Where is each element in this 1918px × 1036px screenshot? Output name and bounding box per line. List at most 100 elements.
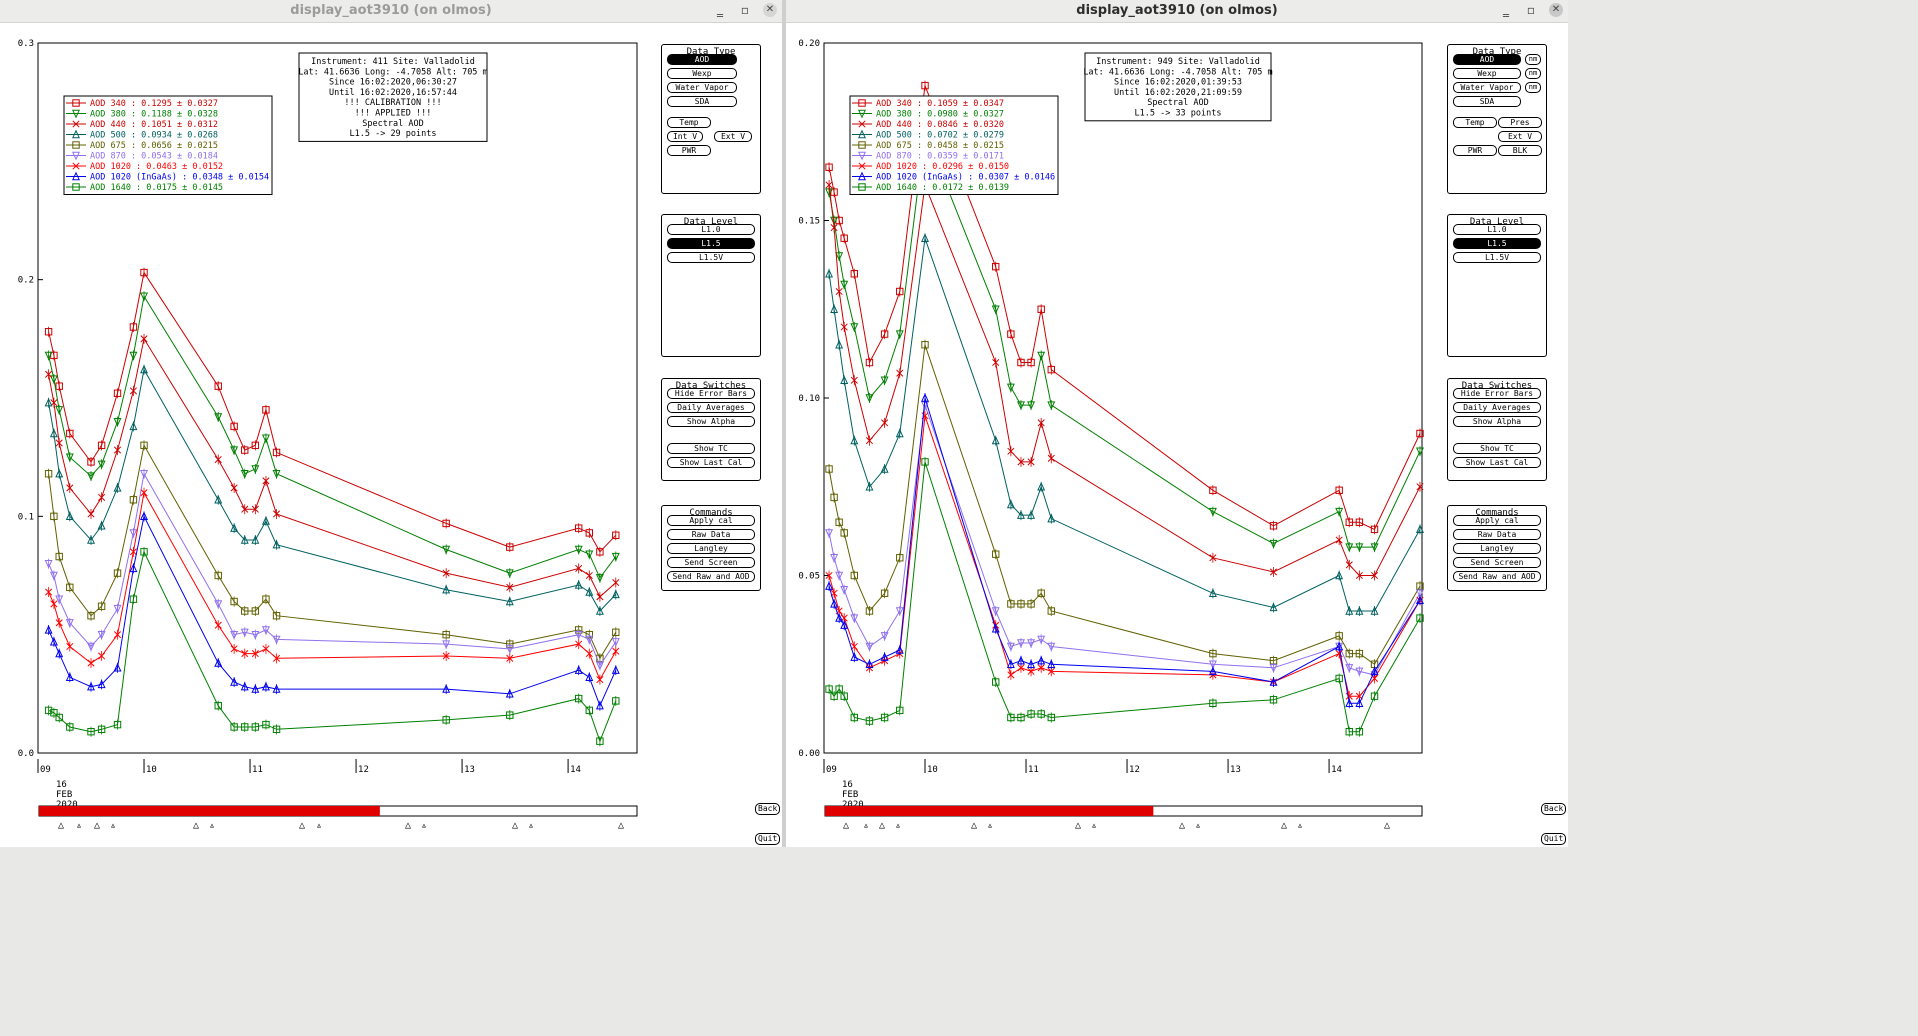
btn-temp[interactable]: Temp [1453, 117, 1497, 128]
back-button[interactable]: Back [1541, 803, 1567, 815]
data-point [55, 439, 63, 447]
minimize-icon[interactable]: ‗ [1503, 3, 1509, 17]
data-point [1017, 664, 1025, 672]
btn-show-alpha[interactable]: Show Alpha [1453, 416, 1541, 427]
close-icon[interactable]: ✕ [763, 3, 777, 17]
legend-marker [858, 151, 866, 161]
btn-aod[interactable]: AOD [667, 54, 737, 65]
btn-hide-error-bars[interactable]: Hide Error Bars [667, 388, 755, 399]
data-point [272, 635, 281, 645]
title-bar[interactable]: display_aot3910 (on olmos) ‗ ▫ ✕ [786, 0, 1568, 23]
btn-pwr[interactable]: PWR [667, 145, 711, 156]
btn-l1-5v[interactable]: L1.5V [1453, 252, 1541, 263]
timeline-marker-icon: △ [618, 820, 624, 831]
data-point [505, 645, 514, 654]
btn-water-vapor[interactable]: Water Vapor [667, 82, 737, 93]
info-line: L1.5 -> 33 points [1135, 109, 1222, 119]
data-point [991, 305, 1000, 315]
minimize-icon[interactable]: ‗ [717, 3, 723, 17]
data-point [1017, 458, 1025, 466]
btn-int-v[interactable]: Int V [667, 131, 703, 142]
data-point [140, 548, 148, 556]
quit-button[interactable]: Quit [755, 833, 781, 845]
btn-apply-cal[interactable]: Apply cal [1453, 515, 1541, 526]
btn-blk[interactable]: BLK [1498, 145, 1542, 156]
btn-pres[interactable]: Pres [1498, 117, 1542, 128]
series-line [828, 404, 1421, 676]
data-point [66, 429, 74, 438]
btn-pwr[interactable]: PWR [1453, 145, 1497, 156]
data-point [251, 535, 260, 544]
y-tick-label: 0.00 [798, 749, 820, 759]
btn-sda[interactable]: SDA [1453, 96, 1521, 107]
back-button[interactable]: Back [755, 803, 781, 815]
btn-l1-0[interactable]: L1.0 [1453, 224, 1541, 235]
btn-show-last-cal[interactable]: Show Last Cal [667, 457, 755, 468]
btn-hide-error-bars[interactable]: Hide Error Bars [1453, 388, 1541, 399]
btn-ext-v[interactable]: Ext V [1498, 131, 1542, 142]
data-point [97, 441, 106, 450]
btn-daily-averages[interactable]: Daily Averages [667, 402, 755, 413]
nm-toggle[interactable]: nm [1525, 54, 1541, 65]
maximize-icon[interactable]: ▫ [1526, 3, 1536, 17]
timeline-marker-icon: △ [1384, 820, 1390, 831]
btn-show-tc[interactable]: Show TC [667, 443, 755, 454]
info-line: Instrument: 411 Site: Valladolid [311, 57, 475, 67]
btn-daily-averages[interactable]: Daily Averages [1453, 402, 1541, 413]
data-point [214, 658, 223, 667]
btn-ext-v[interactable]: Ext V [714, 131, 752, 142]
btn-aod[interactable]: AOD [1453, 54, 1521, 65]
nm-toggle[interactable]: nm [1525, 68, 1541, 79]
info-line: Since 16:02:2020,06:30:27 [329, 78, 457, 88]
data-point [1355, 518, 1364, 526]
btn-water-vapor[interactable]: Water Vapor [1453, 82, 1521, 93]
series-aod-1640 [825, 456, 1424, 737]
maximize-icon[interactable]: ▫ [740, 3, 750, 17]
left-window: display_aot3910 (on olmos) ‗ ▫ ✕ 0.0 0.1 0… [0, 0, 782, 847]
data-point [992, 262, 1000, 271]
quit-button[interactable]: Quit [1541, 833, 1567, 845]
btn-l1-5[interactable]: L1.5 [667, 238, 755, 249]
data-point [44, 351, 53, 361]
btn-send-screen[interactable]: Send Screen [667, 557, 755, 568]
data-point [1345, 543, 1354, 552]
btn-temp[interactable]: Temp [667, 117, 711, 128]
btn-l1-5v[interactable]: L1.5V [667, 252, 755, 263]
data-point [880, 464, 889, 473]
data-point [1335, 674, 1343, 683]
title-bar[interactable]: display_aot3910 (on olmos) ‗ ▫ ✕ [0, 0, 782, 23]
series-aod-1640 [44, 546, 620, 747]
btn-apply-cal[interactable]: Apply cal [667, 515, 755, 526]
nm-toggle[interactable]: nm [1525, 82, 1541, 93]
data-point [1006, 659, 1015, 668]
btn-sda[interactable]: SDA [667, 96, 737, 107]
close-icon[interactable]: ✕ [1549, 3, 1563, 17]
data-point [214, 382, 222, 390]
info-box [298, 52, 488, 142]
btn-l1-0[interactable]: L1.0 [667, 224, 755, 235]
btn-l1-5[interactable]: L1.5 [1453, 238, 1541, 249]
btn-wexp[interactable]: Wexp [1453, 68, 1521, 79]
btn-raw-data[interactable]: Raw Data [1453, 529, 1541, 540]
btn-raw-data[interactable]: Raw Data [667, 529, 755, 540]
btn-send-raw-and-aod[interactable]: Send Raw and AOD [1453, 571, 1541, 582]
btn-show-last-cal[interactable]: Show Last Cal [1453, 457, 1541, 468]
data-point [835, 518, 843, 526]
btn-wexp[interactable]: Wexp [667, 68, 737, 79]
data-point [65, 672, 74, 681]
date-label: 16 [842, 780, 853, 790]
timeline-marker-icon: ▵ [1195, 820, 1201, 831]
btn-show-tc[interactable]: Show TC [1453, 443, 1541, 454]
btn-send-raw-and-aod[interactable]: Send Raw and AOD [667, 571, 755, 582]
data-point [66, 723, 74, 731]
btn-langley[interactable]: Langley [1453, 543, 1541, 554]
btn-show-alpha[interactable]: Show Alpha [667, 416, 755, 427]
legend-entry: AOD 675 : 0.0656 ± 0.0215 [90, 141, 218, 151]
data-level-panel: Data Level L1.0 L1.5 L1.5V [1447, 214, 1547, 357]
data-point [505, 688, 514, 698]
data-point [1037, 589, 1045, 597]
btn-send-screen[interactable]: Send Screen [1453, 557, 1541, 568]
btn-langley[interactable]: Langley [667, 543, 755, 554]
data-point [45, 370, 53, 378]
data-point [98, 493, 106, 501]
